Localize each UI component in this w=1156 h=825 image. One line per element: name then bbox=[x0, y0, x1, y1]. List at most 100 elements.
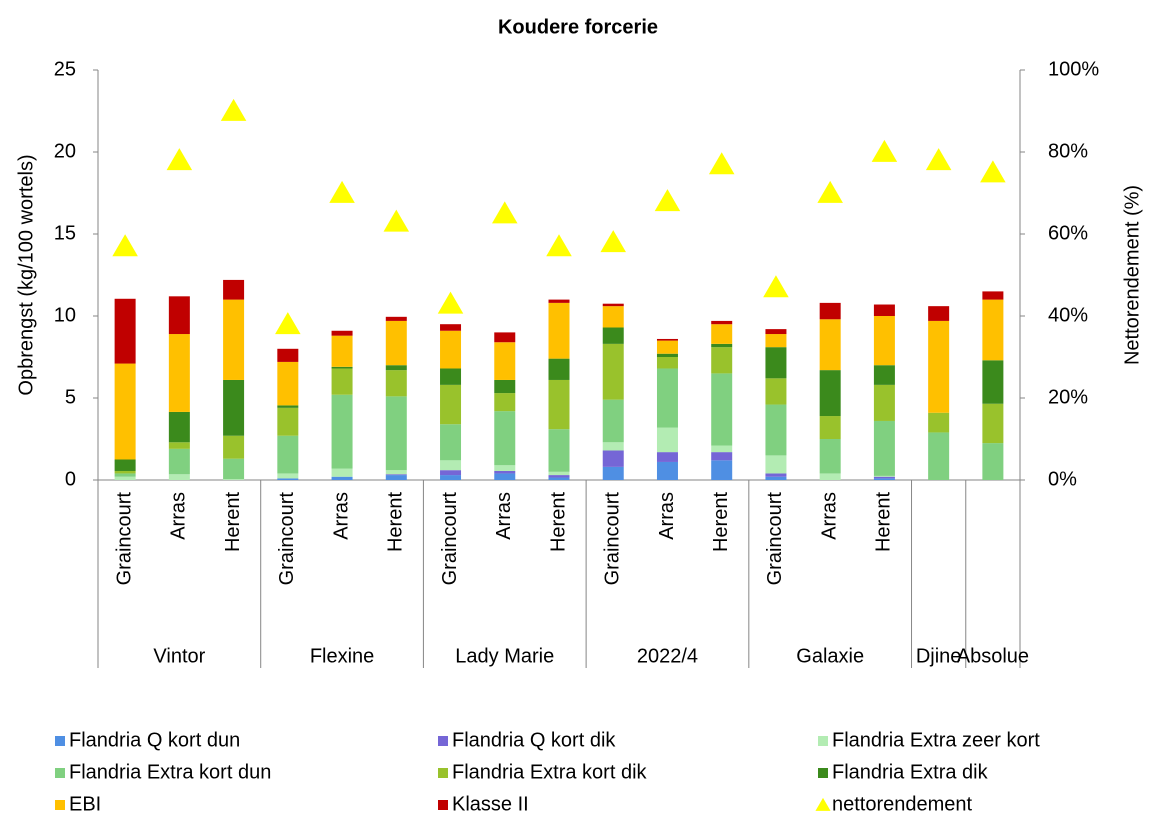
bar-segment bbox=[711, 347, 733, 374]
bar-segment bbox=[656, 353, 678, 357]
y-tick-label: 0 bbox=[65, 468, 76, 490]
group-label: Lady Marie bbox=[455, 645, 554, 667]
legend-swatch bbox=[55, 800, 65, 810]
y-tick-label: 15 bbox=[54, 222, 76, 244]
legend-swatch bbox=[438, 768, 448, 778]
bar-segment bbox=[819, 439, 841, 474]
group-label: Vintor bbox=[153, 645, 205, 667]
bar-segment bbox=[765, 334, 787, 348]
x-tick-label: Herent bbox=[547, 492, 569, 552]
bar-segment bbox=[656, 461, 678, 480]
bar-segment bbox=[548, 429, 570, 472]
bar-segment bbox=[168, 448, 190, 475]
group-label: Galaxie bbox=[796, 645, 864, 667]
bar-segment bbox=[656, 452, 678, 462]
bar-segment bbox=[223, 379, 245, 436]
marker bbox=[654, 189, 681, 212]
bar-segment bbox=[656, 340, 678, 354]
y2-tick-label: 60% bbox=[1048, 222, 1088, 244]
bar-segment bbox=[440, 460, 462, 471]
bar-segment bbox=[494, 332, 516, 343]
bar-segment bbox=[602, 343, 624, 400]
bar-segment bbox=[277, 405, 299, 408]
x-tick-label: Graincourt bbox=[764, 492, 786, 586]
bar-segment bbox=[819, 416, 841, 439]
marker bbox=[871, 139, 898, 162]
bar-segment bbox=[548, 299, 570, 303]
bar-segment bbox=[385, 474, 407, 476]
bar-segment bbox=[819, 370, 841, 417]
bar-segment bbox=[711, 452, 733, 461]
bar-segment bbox=[494, 465, 516, 471]
x-tick-label: Arras bbox=[168, 492, 190, 540]
bar-segment bbox=[114, 476, 136, 480]
bar-segment bbox=[873, 478, 895, 480]
legend-label: Flandria Extra kort dik bbox=[452, 761, 648, 783]
marker bbox=[437, 291, 464, 314]
bar-segment bbox=[711, 373, 733, 446]
bar-segment bbox=[494, 411, 516, 466]
bar-segment bbox=[223, 435, 245, 459]
group-label: Absolue bbox=[957, 645, 1029, 667]
marker bbox=[763, 275, 789, 298]
bar-segment bbox=[873, 365, 895, 385]
bar-segment bbox=[548, 358, 570, 380]
bar-segment bbox=[114, 298, 136, 364]
bar-segment bbox=[982, 360, 1004, 404]
bar-segment bbox=[440, 475, 462, 480]
chart-title: Koudere forcerie bbox=[498, 16, 658, 38]
y2-tick-label: 40% bbox=[1048, 304, 1088, 326]
bar-segment bbox=[602, 399, 624, 443]
marker bbox=[492, 201, 518, 224]
bar-segment bbox=[548, 475, 570, 478]
legend-swatch bbox=[438, 736, 448, 746]
x-tick-label: Herent bbox=[385, 492, 407, 552]
bar-segment bbox=[765, 455, 787, 474]
bar-segment bbox=[765, 473, 787, 477]
bar-segment bbox=[873, 475, 895, 477]
bar-segment bbox=[114, 473, 136, 477]
bar-segment bbox=[494, 393, 516, 412]
bar-segment bbox=[331, 394, 353, 469]
y-tick-label: 10 bbox=[54, 304, 76, 326]
bar-segment bbox=[114, 470, 136, 474]
bar-segment bbox=[548, 471, 570, 476]
bar-segment bbox=[873, 420, 895, 476]
bar-segment bbox=[331, 368, 353, 395]
bar-segment bbox=[656, 357, 678, 369]
y2-tick-label: 100% bbox=[1048, 58, 1099, 80]
bar-segment bbox=[223, 279, 245, 300]
bar-segment bbox=[602, 327, 624, 344]
legend-label: Flandria Q kort dik bbox=[452, 729, 616, 751]
x-tick-label: Arras bbox=[656, 492, 678, 540]
bar-segment bbox=[440, 330, 462, 369]
x-tick-label: Arras bbox=[493, 492, 515, 540]
bar-segment bbox=[385, 475, 407, 480]
bar-segment bbox=[711, 460, 733, 480]
group-label: Djine bbox=[916, 645, 962, 667]
bar-segment bbox=[873, 384, 895, 421]
bar-segment bbox=[494, 473, 516, 480]
bar-segment bbox=[656, 338, 678, 341]
bar-segment bbox=[873, 476, 895, 479]
bar-segment bbox=[602, 306, 624, 328]
bar-segment bbox=[223, 458, 245, 480]
legend-label: EBI bbox=[69, 793, 101, 815]
bar-segment bbox=[168, 334, 190, 412]
bar-segment bbox=[982, 443, 1004, 480]
bar-segment bbox=[711, 445, 733, 453]
bar-segment bbox=[277, 348, 299, 362]
x-tick-label: Graincourt bbox=[276, 492, 298, 586]
x-tick-label: Herent bbox=[873, 492, 895, 552]
bar-segment bbox=[873, 304, 895, 316]
group-label: Flexine bbox=[310, 645, 374, 667]
bar-segment bbox=[548, 379, 570, 430]
x-tick-label: Arras bbox=[818, 492, 840, 540]
legend-label: Klasse II bbox=[452, 793, 529, 815]
legend-swatch bbox=[818, 736, 828, 746]
legend-swatch bbox=[438, 800, 448, 810]
bar-segment bbox=[385, 320, 407, 366]
bar-segment bbox=[765, 329, 787, 335]
y-tick-label: 20 bbox=[54, 140, 76, 162]
bar-segment bbox=[548, 477, 570, 480]
